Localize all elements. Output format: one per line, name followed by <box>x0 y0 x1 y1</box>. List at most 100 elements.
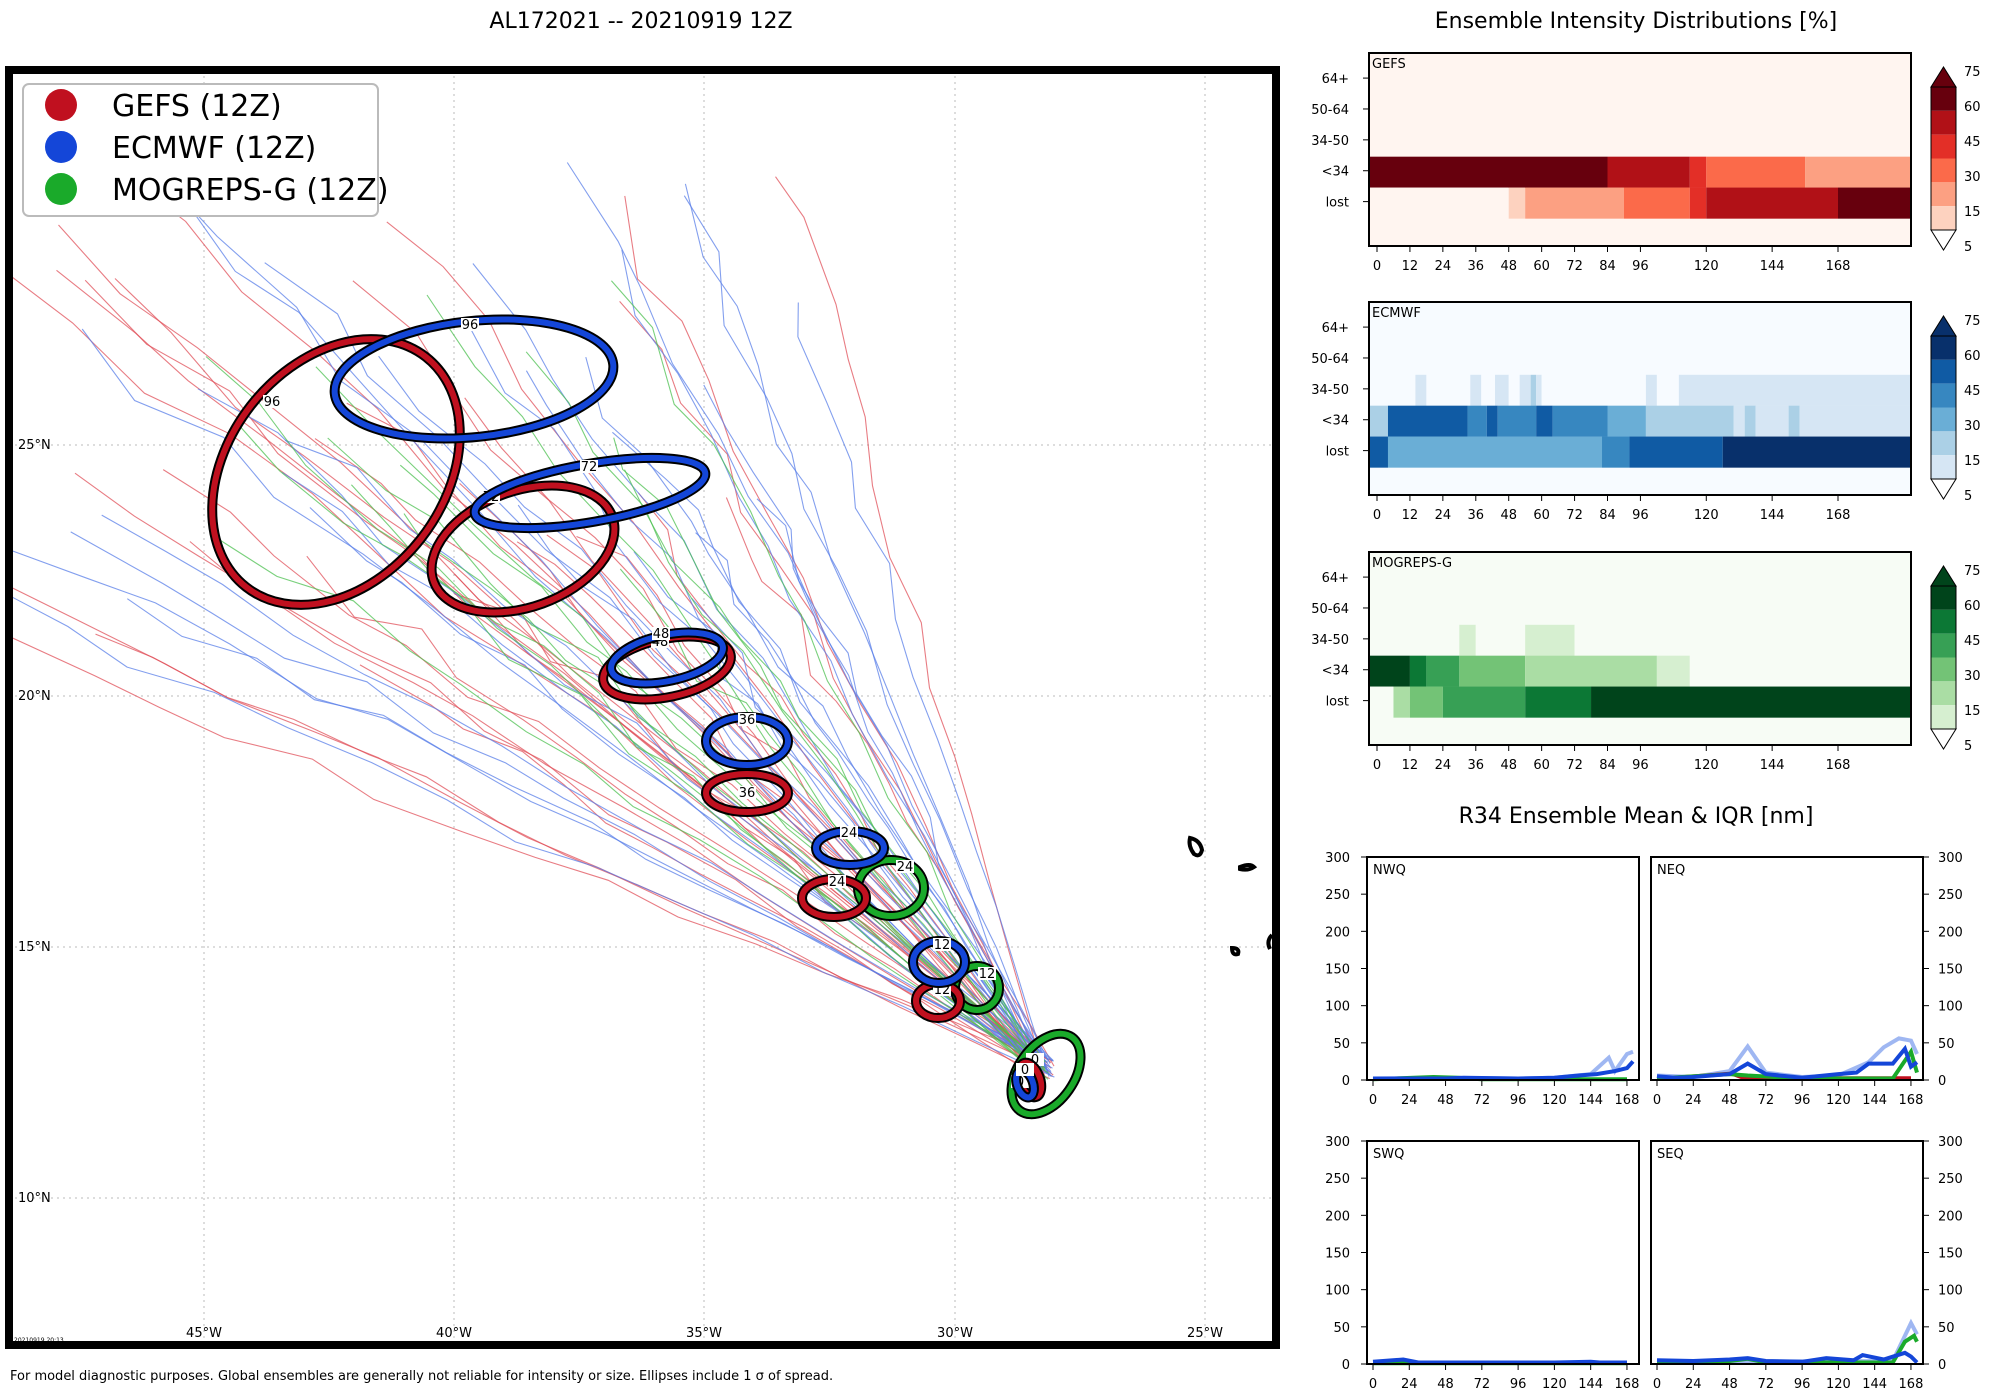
heatmap-cell <box>1481 374 1495 406</box>
r34-x-label: 168 <box>1899 1093 1924 1108</box>
r34-x-label: 168 <box>1615 1377 1640 1392</box>
colorbar-segment <box>1931 609 1956 634</box>
heatmap-cell <box>1369 624 1460 656</box>
r34-x-label: 168 <box>1615 1093 1640 1108</box>
r34-x-label: 0 <box>1653 1093 1661 1108</box>
r34-y-label: 200 <box>1325 925 1350 940</box>
colorbar-tick-label: 45 <box>1964 135 1981 150</box>
r34-x-label: 144 <box>1578 1377 1603 1392</box>
colorbar-segment <box>1931 336 1956 360</box>
heatmap-cell <box>1387 436 1603 468</box>
heatmap-y-label: 50-64 <box>1311 352 1349 367</box>
heatmap-y-label: 34-50 <box>1311 633 1349 648</box>
lon-tick-label: 30°W <box>937 1326 973 1341</box>
r34-y-label: 0 <box>1938 1358 1946 1373</box>
r34-y-label: 250 <box>1938 1172 1963 1187</box>
r34-ecmwf-mean-line <box>1656 1044 1919 1080</box>
colorbar-segment <box>1931 158 1956 183</box>
heatmap-x-label: 12 <box>1402 508 1419 523</box>
ellipse-hour-label: 72 <box>580 460 598 475</box>
colorbar-tick-label: 15 <box>1964 205 1981 220</box>
ellipse-hour-label: 48 <box>652 627 670 642</box>
heatmap-cell <box>1459 624 1476 656</box>
track-line <box>683 195 1049 1073</box>
r34-y-label: 0 <box>1938 1074 1946 1089</box>
heatmap-panel-label: MOGREPS-G <box>1372 556 1452 571</box>
r34-y-label: 300 <box>1325 1135 1350 1150</box>
heatmap-cell <box>1369 125 1911 157</box>
heatmap-cell <box>1788 405 1800 437</box>
heatmap-cell <box>1706 156 1806 188</box>
heatmap-cell <box>1442 686 1526 718</box>
ellipse-label-text: 24 <box>897 860 914 875</box>
heatmap-x-label: 12 <box>1402 259 1419 274</box>
heatmap-cell <box>1393 686 1410 718</box>
heatmap-cell <box>1387 405 1468 437</box>
heatmap-cell <box>1629 436 1723 468</box>
heatmap-x-label: 144 <box>1760 758 1785 773</box>
r34-panel-bg <box>1651 1141 1923 1364</box>
heatmap-cell <box>1369 64 1911 96</box>
track-line <box>633 551 1052 1077</box>
r34-title: R34 Ensemble Mean & IQR [nm] <box>1459 804 1814 829</box>
track-line <box>403 513 1039 1062</box>
track-line <box>306 555 1053 1077</box>
map-legend: GEFS (12Z) ECMWF (12Z) MOGREPS-G (12Z) <box>22 83 389 217</box>
ellipse-hour-label: 24 <box>840 826 858 841</box>
track-line <box>162 469 1049 1061</box>
heatmap-x-label: 168 <box>1826 508 1851 523</box>
heatmap-cell <box>1805 156 1911 188</box>
r34-ecmwf-mean-line <box>1656 1350 1919 1364</box>
heatmap-x-label: 120 <box>1694 758 1719 773</box>
heatmap-cell <box>1744 405 1756 437</box>
r34-panel-bg <box>1367 1141 1639 1364</box>
colorbar-tick-label: 5 <box>1964 489 1972 504</box>
track-line <box>566 162 1051 1064</box>
heatmap-cell <box>1369 94 1911 127</box>
heatmap-cell <box>1623 187 1690 219</box>
ellipse-label-text: 72 <box>581 460 598 475</box>
track-line <box>684 183 1044 1074</box>
ellipse-label-text: 24 <box>829 875 846 890</box>
gefs-ellipse-36 <box>701 769 793 817</box>
r34-x-label: 120 <box>1826 1093 1851 1108</box>
colorbar-frame <box>1930 585 1957 730</box>
r34-panel-seq: SEQ 0 24 48 72 96 120 144 168 0 50 100 150 200 250 300 <box>1650 1135 1963 1392</box>
colorbar-tick-label: 60 <box>1964 100 1981 115</box>
heatmap-x-label: 72 <box>1566 508 1583 523</box>
ellipse-label-bg <box>840 826 858 839</box>
heatmap-y-label: <34 <box>1322 165 1349 180</box>
heatmap-cell <box>1755 405 1789 437</box>
ellipse-label-bg <box>652 627 670 640</box>
heatmap-cell <box>1645 405 1734 437</box>
map-timestamp: 20210919 20:13 <box>14 1337 64 1344</box>
heatmap-cell <box>1536 374 1542 406</box>
heatmap-cell <box>1689 187 1707 219</box>
colorbar-tick-label: 75 <box>1964 564 1981 579</box>
heatmap-cell <box>1799 405 1911 437</box>
lat-tick-label: 10°N <box>18 1191 51 1206</box>
r34-y-label: 50 <box>1938 1321 1955 1336</box>
r34-x-label: 24 <box>1685 1093 1702 1108</box>
heatmap-y-label: 34-50 <box>1311 134 1349 149</box>
heatmap-cell <box>1689 655 1911 687</box>
colorbar-tick-label: 60 <box>1964 599 1981 614</box>
ensemble-tracks <box>9 162 1055 1081</box>
heatmap-x-label: 84 <box>1599 259 1616 274</box>
ellipse-ring <box>209 336 463 608</box>
heatmap-panel-label: ECMWF <box>1372 306 1421 321</box>
ellipse-hour-label: 36 <box>738 786 756 801</box>
colorbar-top-arrow <box>1930 315 1957 337</box>
heatmap-x-label: 48 <box>1500 758 1517 773</box>
heatmap-x-label: 120 <box>1694 508 1719 523</box>
r34-panel-label: NEQ <box>1657 863 1685 878</box>
colorbar-tick-label: 45 <box>1964 634 1981 649</box>
colorbar-segment <box>1931 87 1956 111</box>
heatmap-cell <box>1470 374 1482 406</box>
r34-y-label: 0 <box>1342 1074 1350 1089</box>
r34-x-label: 0 <box>1653 1377 1661 1392</box>
heatmap-cell <box>1525 187 1624 219</box>
ellipse-label-text: 0 <box>1031 1053 1039 1068</box>
mogreps-ellipse-0 <box>1006 1028 1086 1120</box>
